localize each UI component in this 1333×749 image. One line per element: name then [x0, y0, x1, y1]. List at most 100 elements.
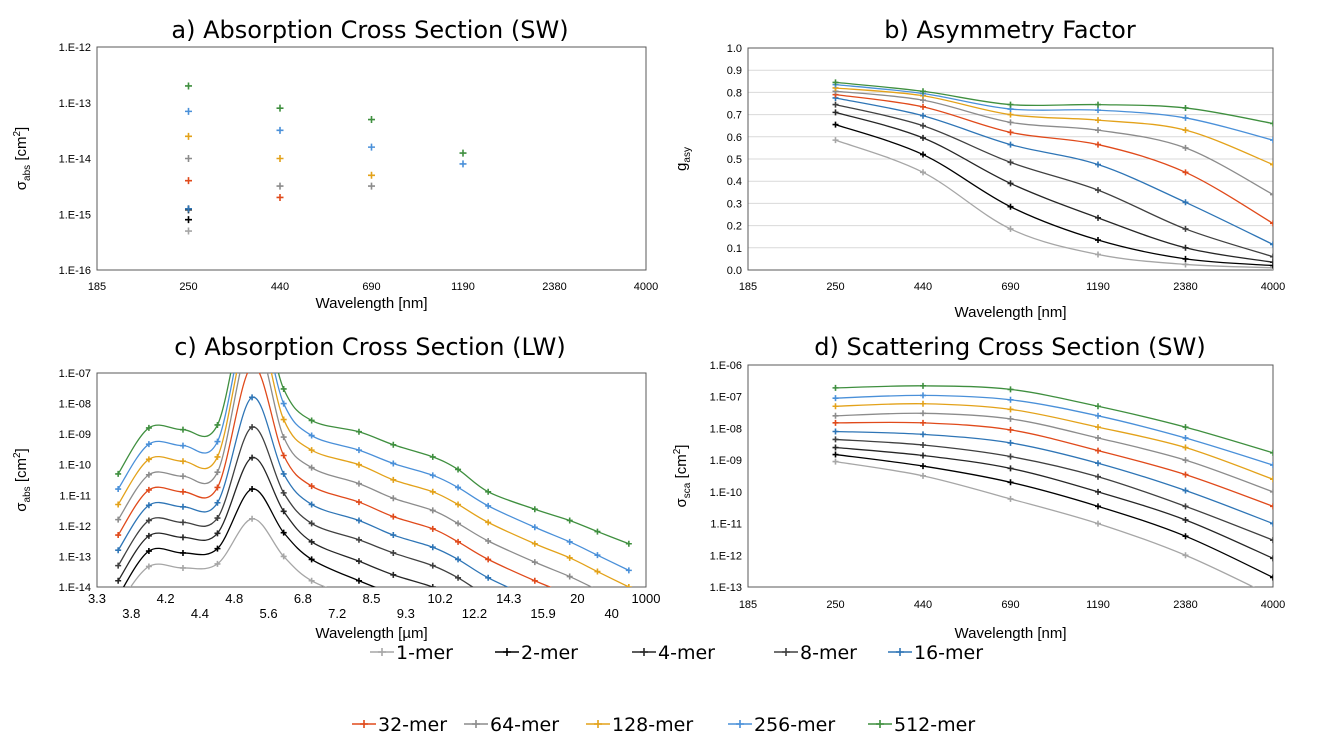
- point-1-mer: [567, 688, 573, 694]
- series-line-4-mer: [835, 111, 1273, 263]
- point-4-mer: [920, 452, 926, 459]
- point-64-mer: [308, 464, 315, 471]
- point-8-mer: [567, 629, 573, 635]
- point-2-mer: [1007, 203, 1014, 210]
- x-tick-label: 15.9: [530, 606, 555, 621]
- point-16-mer: [185, 205, 192, 213]
- x-tick-label: 440: [271, 281, 289, 293]
- point-512-mer: [455, 466, 462, 473]
- point-16-mer: [429, 544, 436, 551]
- point-1-mer: [356, 596, 362, 602]
- point-2-mer: [1095, 503, 1101, 510]
- point-64-mer: [1270, 488, 1273, 495]
- point-128-mer: [1095, 424, 1101, 431]
- point-512-mer: [566, 517, 573, 524]
- y-tick-label: 1.E-14: [59, 582, 91, 594]
- point-128-mer: [214, 453, 221, 460]
- point-128-mer: [280, 416, 287, 423]
- point-8-mer: [115, 562, 122, 569]
- x-tick-label: 185: [88, 281, 106, 293]
- y-tick-label: 0.4: [727, 176, 742, 188]
- y-axis-label: σabs [cm2]: [12, 127, 33, 190]
- point-256-mer: [280, 400, 287, 407]
- point-128-mer: [1095, 117, 1101, 124]
- x-tick-label: 250: [826, 599, 844, 611]
- point-128-mer: [179, 458, 186, 465]
- y-tick-label: 0.6: [727, 132, 742, 144]
- point-64-mer: [368, 182, 375, 190]
- point-128-mer: [832, 403, 839, 410]
- x-tick-label: 2380: [1173, 281, 1197, 293]
- y-tick-label: 1.E-08: [59, 399, 91, 411]
- point-16-mer: [626, 639, 632, 645]
- point-512-mer: [115, 470, 122, 477]
- x-tick-label: 10.2: [427, 591, 452, 606]
- legend: 1-mer 2-mer 4-mer 8-mer 16-mer 32-mer 64-mer 12…: [352, 642, 983, 736]
- point-1-mer: [1095, 251, 1101, 258]
- point-8-mer: [355, 536, 362, 543]
- point-8-mer: [626, 657, 632, 663]
- point-32-mer: [920, 103, 926, 110]
- point-64-mer: [179, 473, 186, 480]
- point-2-mer: [594, 682, 600, 688]
- point-512-mer: [390, 441, 397, 448]
- chart-title: b) Asymmetry Factor: [884, 16, 1136, 44]
- point-8-mer: [145, 517, 152, 524]
- point-256-mer: [179, 442, 186, 449]
- legend-marker: [503, 648, 511, 656]
- point-1-mer: [455, 633, 461, 639]
- y-tick-label: 1.E-10: [59, 460, 91, 472]
- series-line-256-mer: [835, 83, 1273, 141]
- point-32-mer: [920, 419, 926, 426]
- y-tick-label: 0.2: [727, 221, 742, 233]
- x-tick-label: 4.2: [157, 591, 175, 606]
- point-4-mer: [308, 538, 315, 545]
- plot-area: [747, 47, 1274, 271]
- point-512-mer: [1095, 403, 1101, 410]
- series-line-512-mer: [117, 373, 630, 545]
- legend-label: 16-mer: [914, 642, 983, 664]
- point-32-mer: [390, 513, 397, 520]
- point-256-mer: [1270, 462, 1273, 469]
- point-2-mer: [1270, 262, 1273, 269]
- point-4-mer: [1182, 516, 1189, 523]
- point-256-mer: [276, 126, 284, 134]
- point-32-mer: [429, 525, 436, 532]
- y-axis-label-main: σ: [13, 180, 30, 190]
- y-tick-label: 1.E-11: [59, 490, 91, 502]
- legend-marker: [472, 720, 480, 728]
- point-256-mer: [832, 395, 839, 402]
- point-64-mer: [429, 507, 436, 514]
- series-line-512-mer: [835, 385, 1273, 454]
- chart-b: b) Asymmetry Factor 0.0 0.1 0.2 0.3 0.4 0.5 0.6…: [727, 16, 1286, 321]
- point-512-mer: [1182, 424, 1189, 431]
- point-32-mer: [1270, 503, 1273, 510]
- point-4-mer: [145, 532, 152, 539]
- point-128-mer: [1270, 161, 1273, 168]
- point-1-mer: [1007, 495, 1014, 502]
- y-tick-label: 1.E-15: [59, 209, 91, 221]
- point-512-mer: [1182, 104, 1189, 111]
- point-2-mer: [280, 529, 287, 536]
- point-64-mer: [1095, 434, 1101, 441]
- point-64-mer: [145, 471, 152, 478]
- point-32-mer: [594, 605, 600, 611]
- point-512-mer: [276, 104, 284, 112]
- point-2-mer: [1095, 237, 1101, 244]
- legend-marker: [896, 648, 904, 656]
- point-2-mer: [485, 634, 491, 640]
- x-tick-label: 185: [739, 281, 757, 293]
- series-line-32-mer: [835, 93, 1273, 224]
- point-4-mer: [1095, 488, 1101, 495]
- x-tick-label: 12.2: [462, 606, 487, 621]
- series-line-64-mer: [835, 412, 1273, 493]
- point-32-mer: [626, 621, 632, 627]
- legend-item-128-mer: 128-mer: [586, 714, 693, 736]
- plot-area: [96, 372, 647, 588]
- point-1-mer: [430, 621, 436, 627]
- point-1-mer: [1182, 261, 1189, 268]
- point-16-mer: [455, 556, 462, 563]
- point-256-mer: [455, 484, 462, 491]
- x-tick-label: 5.6: [260, 606, 278, 621]
- point-32-mer: [276, 193, 284, 201]
